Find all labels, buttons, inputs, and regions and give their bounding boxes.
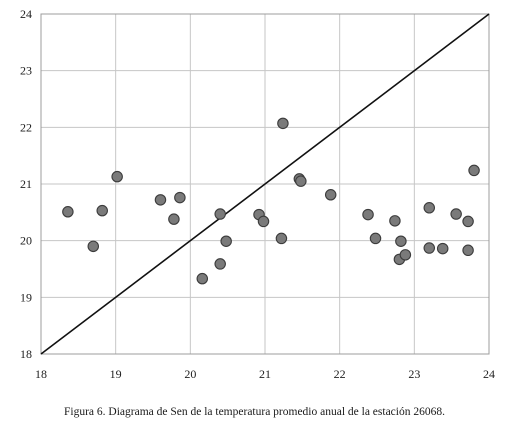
x-tick-label: 18 (35, 367, 47, 381)
x-tick-label: 23 (408, 367, 420, 381)
x-tick-label: 24 (483, 367, 495, 381)
data-point (196, 272, 209, 285)
data-point (389, 215, 401, 227)
y-tick-label: 21 (20, 177, 32, 191)
y-axis-ticks: 18 19 20 21 22 23 24 (20, 7, 32, 361)
data-point (362, 208, 374, 221)
reference-line-1-to-1 (40, 13, 490, 355)
data-point (154, 194, 167, 206)
data-point (436, 242, 449, 255)
y-tick-label: 23 (20, 64, 32, 78)
data-point (87, 240, 100, 253)
y-tick-label: 19 (20, 290, 32, 304)
data-point (111, 170, 123, 183)
data-point (168, 213, 180, 225)
data-point (369, 232, 382, 245)
data-point (468, 164, 480, 177)
data-point (214, 258, 226, 270)
data-point (395, 235, 407, 247)
y-tick-label: 22 (20, 120, 32, 134)
data-point (174, 191, 186, 204)
data-point (257, 215, 270, 228)
reference-line-group (40, 13, 490, 355)
data-point (295, 175, 307, 187)
data-point (450, 208, 462, 220)
scatter-chart: 18 19 20 21 22 23 24 18 19 20 21 22 23 24 (20, 7, 495, 381)
x-tick-label: 20 (184, 367, 196, 381)
data-point (275, 232, 288, 245)
figure-caption: Figura 6. Diagrama de Sen de la temperat… (64, 406, 445, 418)
data-point (62, 206, 74, 218)
y-tick-label: 18 (20, 347, 32, 361)
data-point (324, 189, 337, 201)
y-tick-label: 24 (20, 7, 32, 21)
data-point (96, 204, 108, 217)
data-point (462, 244, 474, 257)
x-tick-label: 21 (259, 367, 271, 381)
data-point (220, 235, 232, 247)
data-point (214, 208, 226, 220)
x-axis-ticks: 18 19 20 21 22 23 24 (35, 367, 495, 381)
data-point (462, 215, 474, 228)
data-point (423, 202, 436, 214)
x-tick-label: 19 (110, 367, 122, 381)
x-tick-label: 22 (334, 367, 346, 381)
plot-frame (40, 13, 490, 355)
data-point (277, 117, 289, 130)
y-tick-label: 20 (20, 234, 32, 248)
data-point (399, 249, 412, 261)
data-points (62, 117, 480, 285)
data-point (423, 242, 436, 254)
